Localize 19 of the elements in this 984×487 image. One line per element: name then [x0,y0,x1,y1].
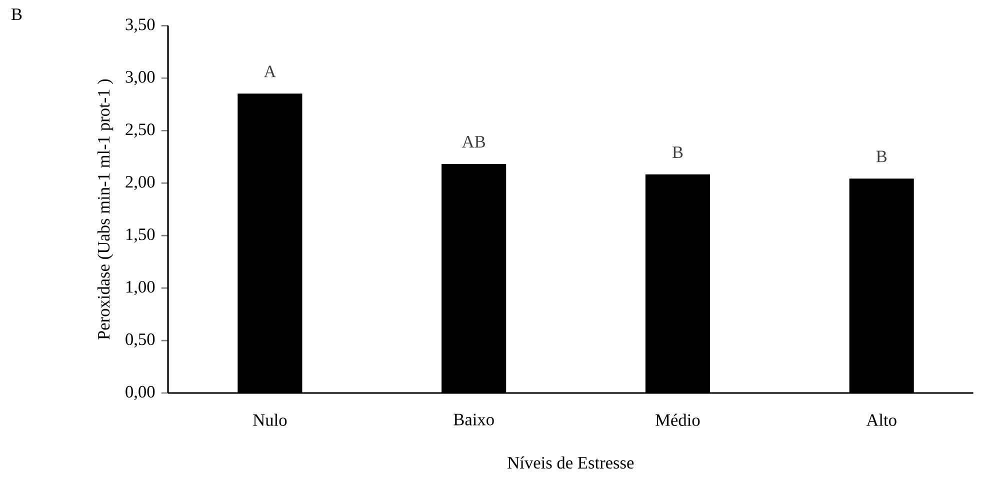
y-tick-label: 0,00 [126,386,155,400]
annotation: B [876,150,887,162]
x-axis-title: Níveis de Estresse [508,456,634,469]
y-tick-label: 3,00 [126,71,155,86]
y-tick-label: 2,50 [126,124,155,138]
annotation: A [264,66,276,78]
x-tick-label: Nulo [253,414,287,426]
y-tick-label: 0,50 [126,333,155,348]
annotation: AB [462,136,486,148]
y-tick-label: 3,50 [126,18,155,33]
x-tick-label: Médio [656,414,700,426]
x-tick-label: Baixo [454,414,494,426]
y-tick-label: 1,00 [126,280,155,296]
y-axis-title: Peroxidase (Uabs min-1 ml-1 prot-1 ) [97,79,114,340]
y-tick-label: 1,50 [126,228,155,243]
annotation: B [672,146,683,158]
text: B [11,8,22,20]
y-tick-label: 2,00 [126,176,155,190]
x-tick-label: Alto [866,414,896,426]
